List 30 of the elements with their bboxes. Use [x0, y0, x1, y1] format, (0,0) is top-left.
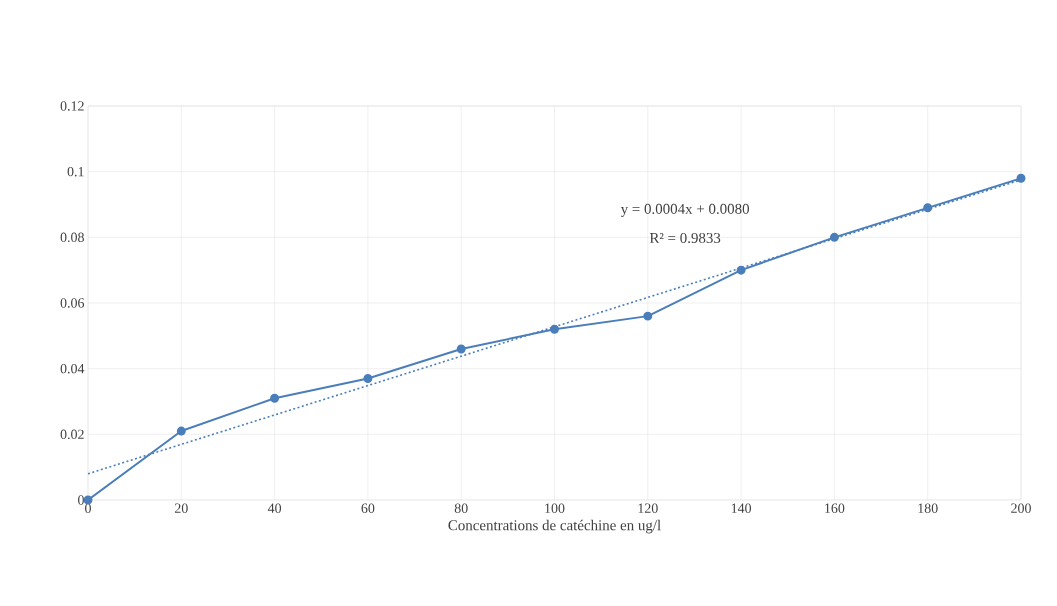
point	[736, 265, 746, 275]
x-tick-label: 40	[267, 503, 282, 513]
point	[829, 232, 839, 242]
point	[550, 324, 559, 334]
point	[270, 393, 280, 403]
y-tick-label: 0.02	[60, 429, 84, 440]
point	[1016, 173, 1026, 183]
y-tick-label: 0.06	[60, 298, 85, 308]
y-tick-label: 0.1	[67, 166, 84, 177]
y-tick-label: 0.12	[60, 101, 84, 111]
x-tick-label: 80	[454, 503, 468, 513]
point	[363, 374, 373, 383]
x-tick-label: 120	[638, 503, 658, 513]
x-tick-label: 100	[545, 503, 565, 513]
x-tick-label: 200	[1011, 503, 1031, 513]
x-axis-title: Concentrations de catéchine en ug/l	[448, 519, 661, 534]
point	[643, 311, 653, 321]
point	[456, 344, 466, 354]
point	[176, 426, 186, 436]
x-tick-label: 140	[731, 503, 752, 513]
y-tick-label: 0	[78, 495, 84, 505]
y-tick-label: 0.04	[60, 363, 85, 374]
point	[923, 203, 933, 213]
x-tick-label: 60	[361, 503, 375, 513]
y-tick-label: 0.08	[60, 232, 84, 243]
x-tick-label: 180	[918, 503, 938, 513]
annotation: y = 0.0004x + 0.0080	[620, 203, 750, 217]
x-tick-label: 160	[825, 503, 845, 513]
x-tick-label: 20	[174, 503, 188, 513]
annotation: R² = 0.9833	[649, 232, 721, 244]
